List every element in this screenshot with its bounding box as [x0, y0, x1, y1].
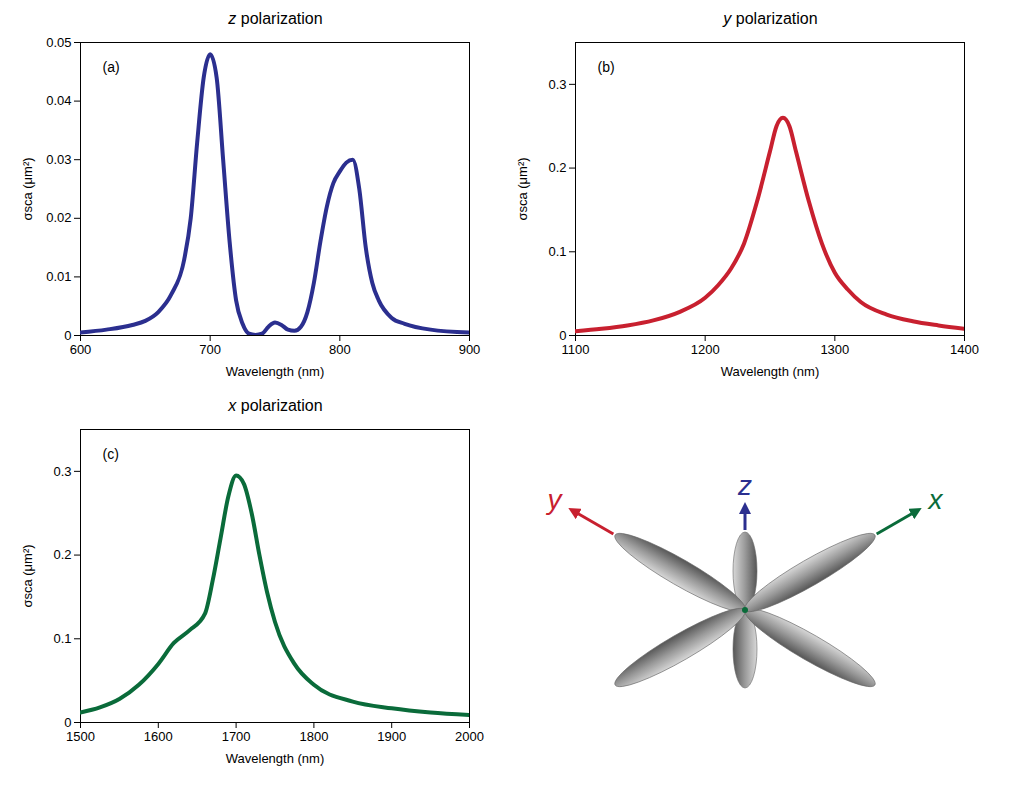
- html-text:z polarization: z polarization: [228, 10, 323, 27]
- svg-text:0: 0: [64, 715, 71, 730]
- svg-text:0.1: 0.1: [548, 244, 566, 259]
- svg-text:1900: 1900: [377, 729, 406, 744]
- svg-text:0.1: 0.1: [53, 631, 71, 646]
- svg-text:Wavelength (nm): Wavelength (nm): [226, 364, 325, 379]
- svg-text:x: x: [927, 484, 944, 515]
- svg-text:z: z: [737, 470, 752, 501]
- svg-text:800: 800: [329, 342, 351, 357]
- svg-text:0.02: 0.02: [46, 210, 71, 225]
- svg-text:Wavelength (nm): Wavelength (nm): [721, 364, 820, 379]
- svg-text:(c): (c): [103, 446, 119, 462]
- html-text:y polarization: y polarization: [723, 10, 818, 27]
- svg-text:1600: 1600: [144, 729, 173, 744]
- svg-text:0.04: 0.04: [46, 93, 71, 108]
- svg-text:y: y: [545, 484, 563, 515]
- svg-text:2000: 2000: [455, 729, 484, 744]
- svg-text:1800: 1800: [299, 729, 328, 744]
- svg-text:σsca (μm²): σsca (μm²): [20, 544, 35, 607]
- svg-text:900: 900: [459, 342, 481, 357]
- svg-text:1100: 1100: [562, 342, 590, 357]
- svg-text:(b): (b): [598, 59, 615, 75]
- svg-text:1200: 1200: [691, 342, 720, 357]
- svg-text:600: 600: [70, 342, 92, 357]
- svg-text:0.3: 0.3: [53, 464, 71, 479]
- svg-text:(a): (a): [103, 59, 120, 75]
- svg-text:0.01: 0.01: [46, 269, 71, 284]
- svg-text:0.2: 0.2: [53, 547, 71, 562]
- svg-text:σsca (μm²): σsca (μm²): [20, 157, 35, 220]
- svg-text:0: 0: [559, 328, 566, 343]
- svg-text:0: 0: [64, 328, 71, 343]
- svg-text:1400: 1400: [950, 342, 979, 357]
- html-text:x polarization: x polarization: [228, 397, 323, 414]
- svg-text:0.2: 0.2: [548, 160, 566, 175]
- svg-text:0.3: 0.3: [548, 77, 566, 92]
- svg-text:0.05: 0.05: [46, 35, 71, 50]
- svg-text:0.03: 0.03: [46, 152, 71, 167]
- svg-text:1700: 1700: [222, 729, 251, 744]
- svg-text:Wavelength (nm): Wavelength (nm): [226, 751, 325, 766]
- svg-text:1500: 1500: [66, 729, 95, 744]
- svg-text:700: 700: [199, 342, 221, 357]
- svg-text:1300: 1300: [820, 342, 849, 357]
- svg-text:σsca (μm²): σsca (μm²): [515, 157, 530, 220]
